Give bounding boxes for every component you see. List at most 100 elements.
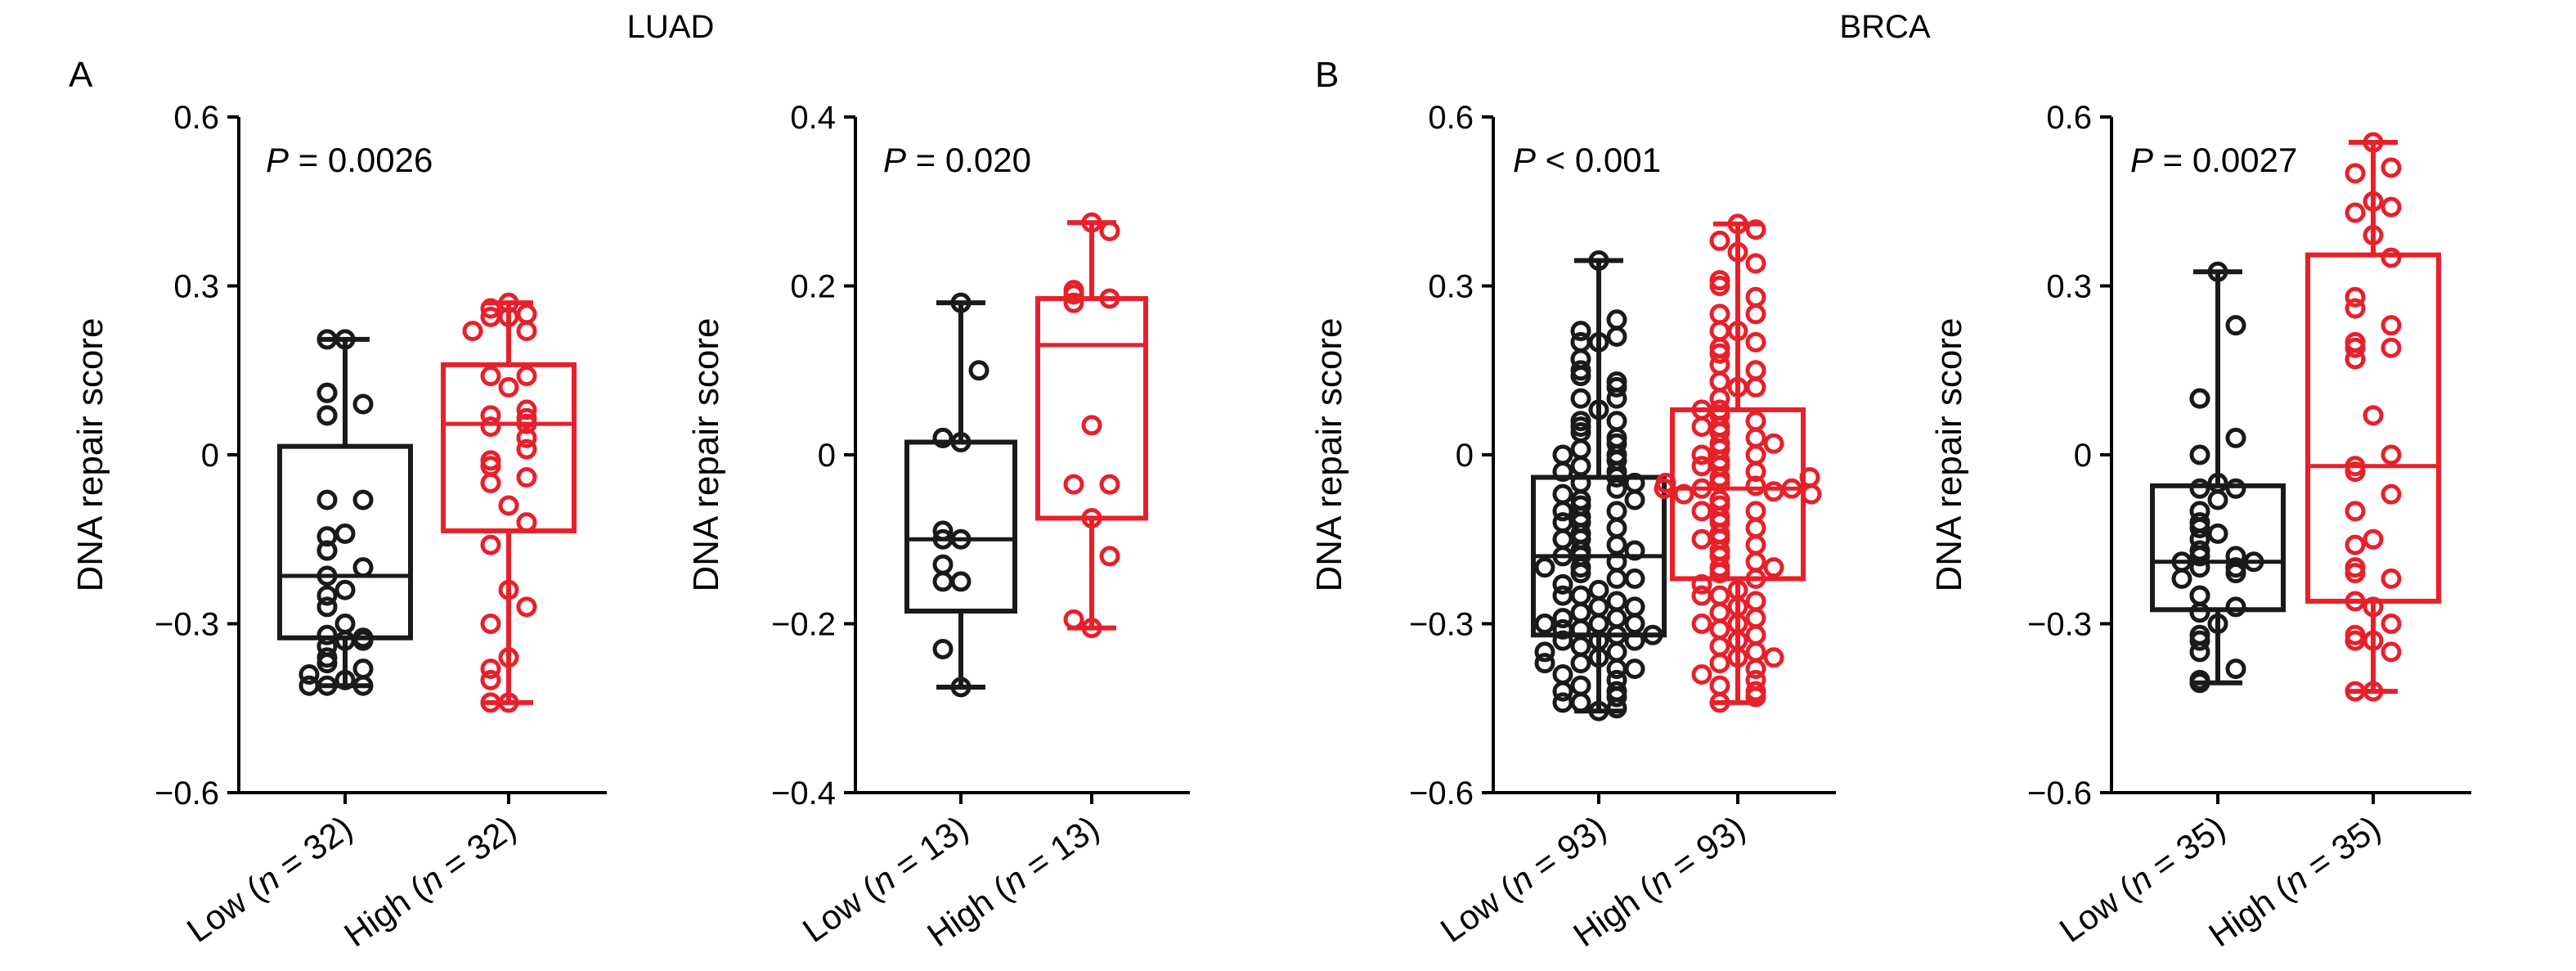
data-point bbox=[1606, 641, 1627, 663]
data-point bbox=[498, 647, 519, 668]
data-point bbox=[516, 438, 537, 460]
y-tick-label: 0 bbox=[818, 438, 836, 474]
data-point bbox=[2345, 163, 2366, 184]
data-point bbox=[1654, 478, 1675, 499]
y-tick-label: −0.6 bbox=[155, 775, 219, 811]
y-axis-label: DNA repair score bbox=[1309, 317, 1349, 591]
y-tick-label: −0.3 bbox=[155, 607, 219, 643]
data-point bbox=[2381, 157, 2402, 178]
data-point bbox=[1570, 331, 1591, 353]
data-point bbox=[352, 393, 374, 415]
x-label-suffix: = 35) bbox=[2137, 808, 2232, 891]
data-point bbox=[480, 472, 501, 493]
data-point bbox=[1099, 288, 1120, 309]
data-point bbox=[1709, 354, 1730, 375]
data-point bbox=[1606, 371, 1627, 393]
data-point bbox=[334, 523, 356, 544]
data-point bbox=[1606, 501, 1627, 522]
data-point bbox=[1801, 483, 1822, 505]
data-point bbox=[2189, 585, 2210, 606]
data-point bbox=[516, 321, 537, 342]
data-point bbox=[1709, 371, 1730, 393]
data-point bbox=[1063, 292, 1084, 313]
data-point bbox=[480, 306, 501, 327]
data-point bbox=[2345, 337, 2366, 358]
data-point bbox=[1552, 663, 1573, 685]
iqr-box bbox=[904, 439, 1017, 614]
data-point bbox=[1709, 321, 1730, 342]
y-tick-label: −0.6 bbox=[1409, 775, 1474, 811]
data-point bbox=[1099, 220, 1120, 241]
data-point bbox=[968, 360, 990, 381]
data-point bbox=[1745, 624, 1766, 645]
data-point bbox=[2345, 534, 2366, 555]
data-point bbox=[1691, 573, 1712, 595]
data-point bbox=[1081, 415, 1102, 436]
data-point bbox=[1745, 534, 1766, 555]
iqr-box bbox=[2150, 483, 2286, 613]
iqr-box bbox=[1035, 295, 1148, 521]
data-point bbox=[2207, 523, 2228, 544]
data-point bbox=[1588, 596, 1609, 618]
y-tick-label: −0.2 bbox=[771, 607, 836, 643]
data-point bbox=[932, 554, 954, 575]
data-point bbox=[1588, 614, 1609, 634]
x-label-prefix: High ( bbox=[337, 870, 434, 955]
y-tick-label: −0.3 bbox=[2027, 607, 2092, 643]
data-point bbox=[1745, 568, 1766, 589]
data-point bbox=[1570, 438, 1591, 460]
data-point bbox=[2363, 132, 2384, 153]
data-point bbox=[2381, 568, 2402, 589]
data-point bbox=[1552, 681, 1573, 702]
data-point bbox=[1745, 219, 1766, 241]
box-group-high: High (n = 35) bbox=[2201, 132, 2441, 954]
data-point bbox=[1570, 653, 1591, 674]
data-point bbox=[516, 467, 537, 488]
data-point bbox=[352, 675, 374, 696]
data-point bbox=[334, 579, 356, 600]
data-point bbox=[2189, 478, 2210, 499]
data-point bbox=[2345, 348, 2366, 370]
data-point bbox=[480, 614, 501, 634]
data-point bbox=[1081, 507, 1102, 528]
y-tick-label: 0.6 bbox=[173, 100, 219, 136]
data-point bbox=[1624, 489, 1645, 510]
data-point bbox=[1552, 630, 1573, 651]
data-point bbox=[1606, 326, 1627, 347]
data-point bbox=[2381, 247, 2402, 268]
data-point bbox=[1727, 647, 1748, 668]
data-point bbox=[2243, 551, 2264, 573]
data-point bbox=[480, 298, 501, 319]
data-point bbox=[1624, 614, 1645, 634]
data-point bbox=[1606, 467, 1627, 488]
y-axis-label: DNA repair score bbox=[686, 317, 726, 591]
data-point bbox=[516, 303, 537, 325]
data-point bbox=[2363, 191, 2384, 212]
data-point bbox=[498, 376, 519, 398]
data-point bbox=[334, 614, 356, 634]
data-point bbox=[516, 413, 537, 434]
data-point bbox=[1624, 596, 1645, 618]
x-category-label: Low (n = 32) bbox=[180, 808, 359, 950]
data-point bbox=[1570, 348, 1591, 370]
data-point bbox=[1727, 241, 1748, 263]
panel-letter-b: B bbox=[1315, 55, 1339, 95]
data-point bbox=[1588, 399, 1609, 420]
data-point bbox=[1763, 557, 1784, 578]
iqr-box bbox=[441, 362, 577, 533]
data-point bbox=[1745, 444, 1766, 465]
data-point bbox=[1745, 360, 1766, 381]
data-point bbox=[316, 526, 338, 547]
data-point bbox=[2189, 546, 2210, 567]
data-point bbox=[1534, 557, 1555, 578]
y-tick-label: 0 bbox=[201, 438, 219, 474]
data-point bbox=[516, 399, 537, 420]
data-point bbox=[1081, 618, 1102, 639]
x-label-suffix: = 13) bbox=[1011, 808, 1106, 891]
data-point bbox=[1691, 444, 1712, 465]
data-point bbox=[950, 677, 972, 698]
chart-panel-3: 0.6 0.3 0 −0.3 −0.6 DNA repair score P < 0.001… bbox=[1309, 100, 1836, 954]
data-point bbox=[1745, 461, 1766, 483]
data-point bbox=[316, 489, 338, 510]
data-point bbox=[1606, 309, 1627, 330]
